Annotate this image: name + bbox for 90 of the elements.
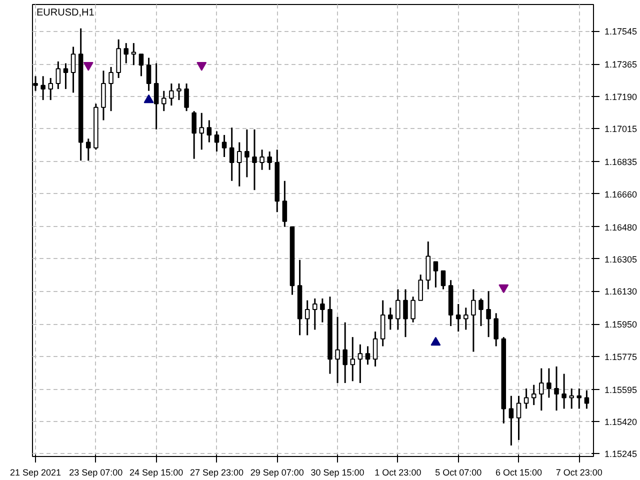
- candlestick: [131, 42, 136, 66]
- candlestick: [584, 390, 590, 410]
- x-tick-label: 29 Sep 07:00: [250, 468, 304, 478]
- x-tick-label: 24 Sep 15:00: [130, 468, 184, 478]
- candlestick: [63, 62, 68, 90]
- candlestick: [320, 298, 325, 324]
- candlestick: [267, 150, 272, 171]
- candlestick: [440, 270, 446, 290]
- candlestick: [312, 298, 318, 330]
- candlestick: [154, 62, 159, 130]
- candlestick: [108, 66, 114, 112]
- candlestick: [138, 53, 144, 77]
- y-tick-label: 1.15245: [604, 449, 638, 460]
- candlestick: [388, 306, 393, 330]
- candlestick: [342, 322, 348, 384]
- candlestick: [282, 180, 288, 228]
- candlestick: [335, 316, 340, 384]
- candlestick: [516, 395, 522, 441]
- candlestick: [464, 306, 468, 330]
- x-tick-label: 30 Sep 15:00: [310, 468, 364, 478]
- candlestick: [214, 130, 220, 152]
- candlestick: [508, 395, 514, 446]
- y-tick-label: 1.15420: [604, 417, 638, 428]
- candlestick: [206, 120, 212, 144]
- candlestick: [418, 274, 423, 302]
- candlestick: [56, 60, 61, 90]
- y-tick-label: 1.16835: [604, 157, 638, 168]
- candlestick: [124, 42, 129, 64]
- candlestick: [494, 312, 498, 348]
- candlestick: [539, 368, 544, 412]
- candlestick: [471, 288, 476, 353]
- y-tick-label: 1.17190: [604, 92, 638, 102]
- x-tick-label: 1 Oct 23:00: [374, 468, 422, 478]
- candlestick: [101, 70, 106, 122]
- y-tick-label: 1.15775: [604, 352, 638, 362]
- y-tick-label: 1.16130: [604, 286, 638, 297]
- candlestick: [433, 260, 438, 288]
- candlestick: [486, 290, 491, 338]
- candlestick: [426, 240, 431, 290]
- candlestick: [396, 288, 400, 330]
- candlestick: [260, 148, 264, 171]
- candlestick: [40, 75, 46, 101]
- y-tick-label: 1.16305: [604, 254, 638, 264]
- candlestick: [456, 303, 461, 332]
- candlestick: [478, 298, 484, 327]
- y-tick-label: 1.16480: [604, 222, 638, 232]
- x-tick-label: 6 Oct 15:00: [495, 468, 542, 478]
- y-tick-label: 1.17015: [604, 124, 638, 134]
- candlestick: [569, 388, 574, 410]
- candlestick: [199, 112, 204, 150]
- candlestick: [169, 82, 174, 106]
- candlestick: [531, 384, 536, 406]
- y-tick-label: 1.15950: [604, 320, 638, 330]
- y-tick-label: 1.17365: [604, 60, 638, 70]
- candlestick: [222, 134, 227, 158]
- y-tick-label: 1.15595: [604, 384, 638, 395]
- x-tick-label: 21 Sep 2021: [10, 468, 62, 478]
- candlestick: [86, 138, 91, 162]
- candlestick: [576, 388, 582, 410]
- candlestick: [358, 344, 363, 384]
- chart-title: EURUSD,H1: [36, 8, 95, 18]
- y-tick-label: 1.17545: [604, 26, 638, 37]
- candlestick: [524, 388, 529, 410]
- x-tick-label: 5 Oct 07:00: [435, 468, 482, 478]
- candlestick: [380, 300, 386, 348]
- candlestick: [116, 38, 121, 79]
- candlestick: [244, 128, 250, 178]
- candlestick: [176, 82, 182, 101]
- candlestick: [161, 90, 166, 112]
- y-tick-label: 1.16660: [604, 189, 638, 200]
- x-tick-label: 23 Sep 07:00: [69, 468, 123, 478]
- candlestick: [70, 46, 76, 94]
- candlestick: [236, 142, 242, 188]
- candlestick: [546, 368, 552, 398]
- candlestick: [562, 373, 566, 410]
- candlestick: [554, 366, 559, 412]
- candlestick: [48, 77, 54, 101]
- candlestick: [192, 110, 196, 160]
- x-tick-label: 27 Sep 23:00: [190, 468, 244, 478]
- candlestick: [365, 346, 370, 366]
- candlestick: [403, 288, 408, 338]
- candlestick: [146, 57, 152, 92]
- candlestick: [184, 82, 189, 112]
- candlestick: [410, 296, 416, 324]
- candlestick: [372, 330, 378, 368]
- candlestick: [252, 128, 257, 191]
- candlestick: [304, 300, 310, 336]
- candlestick: [350, 336, 356, 382]
- x-tick-label: 7 Oct 23:00: [556, 468, 602, 478]
- candlestick: [229, 126, 234, 182]
